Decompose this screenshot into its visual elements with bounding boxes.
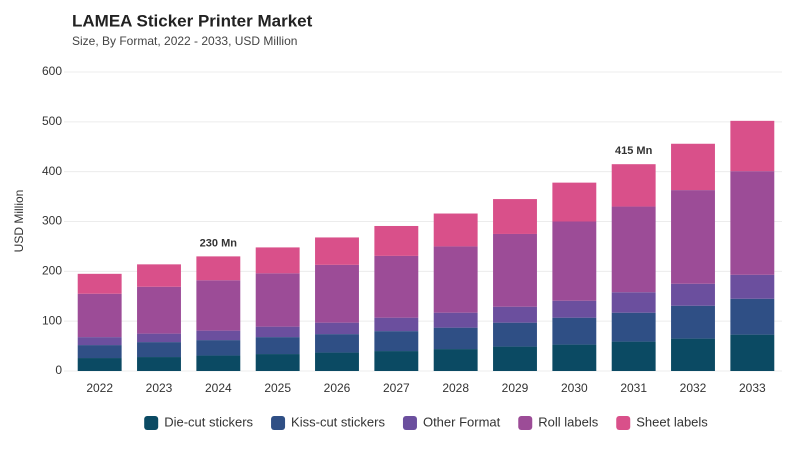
bar-segment: [374, 225, 419, 256]
bar-segment: [255, 326, 300, 338]
bar-segment: [315, 322, 359, 335]
bar-segment: [137, 333, 181, 343]
bar-segment: [137, 286, 181, 334]
x-tick-label: 2022: [86, 381, 113, 395]
legend: Die-cut stickers Kiss-cut stickers Other F…: [144, 414, 708, 430]
x-tick-label: 2025: [264, 381, 291, 395]
y-tick-label: 0: [55, 363, 62, 377]
annotation: 230 Mn: [200, 237, 238, 249]
bar-segment: [77, 337, 122, 346]
x-tick-label: 2024: [205, 381, 232, 395]
bar-segment: [315, 352, 359, 371]
bar-segment: [374, 351, 419, 371]
chart-title: LAMEA Sticker Printer Market: [72, 11, 313, 30]
bar-segment: [315, 334, 359, 353]
bar-segment: [730, 120, 775, 172]
bar-segment: [671, 283, 715, 306]
x-tick-label: 2030: [561, 381, 588, 395]
bar-segment: [730, 171, 775, 275]
x-tick-label: 2027: [383, 381, 410, 395]
bar-segment: [77, 273, 122, 294]
y-tick-label: 500: [42, 114, 62, 128]
bar-segment: [552, 221, 597, 301]
y-axis-label: USD Million: [12, 190, 26, 253]
bar-segment: [433, 213, 478, 247]
bar-segment: [137, 264, 181, 287]
bar-segment: [374, 331, 419, 352]
grid: [64, 71, 782, 372]
bar-segment: [433, 349, 478, 371]
x-tick-label: 2029: [502, 381, 529, 395]
bar-segment: [552, 300, 597, 318]
bar-segment: [671, 305, 715, 339]
legend-label: Roll labels: [538, 414, 598, 429]
bar-segment: [730, 334, 775, 371]
bar-segment: [255, 247, 300, 274]
bar-segment: [196, 340, 241, 356]
bar-segment: [255, 337, 300, 355]
bar-segment: [77, 358, 122, 371]
bar-segment: [493, 233, 537, 307]
y-tick-label: 300: [42, 214, 62, 228]
bar-segment: [552, 344, 597, 371]
bar-segment: [671, 143, 715, 191]
bar-segment: [374, 317, 419, 332]
annotation: 415 Mn: [615, 145, 653, 157]
legend-label: Kiss-cut stickers: [291, 414, 385, 429]
bar-segment: [611, 292, 656, 313]
bar-segment: [611, 164, 656, 207]
bar-segment: [315, 264, 359, 323]
bar-segment: [374, 255, 419, 318]
y-tick-label: 200: [42, 264, 62, 278]
x-tick-label: 2028: [442, 381, 469, 395]
bar-segment: [196, 280, 241, 331]
bar-segment: [196, 256, 241, 281]
bar-segment: [730, 298, 775, 335]
bar-segment: [77, 345, 122, 359]
legend-swatch: [518, 416, 533, 430]
bar-segment: [493, 306, 537, 323]
bar-segment: [493, 346, 537, 371]
bar-segment: [552, 317, 597, 345]
bar-segment: [196, 330, 241, 341]
bar-segment: [730, 274, 775, 299]
bar-segment: [137, 342, 181, 358]
bar-segment: [255, 273, 300, 327]
legend-swatch: [144, 416, 159, 430]
legend-swatch: [271, 416, 286, 430]
x-tick-label: 2031: [620, 381, 647, 395]
x-tick-label: 2032: [680, 381, 707, 395]
bar-segment: [671, 338, 715, 371]
bar-segment: [611, 312, 656, 342]
y-tick-label: 400: [42, 164, 62, 178]
chart-subtitle: Size, By Format, 2022 - 2033, USD Millio…: [72, 34, 297, 48]
legend-label: Sheet labels: [636, 414, 708, 429]
bar-segment: [611, 341, 656, 371]
legend-label: Other Format: [423, 414, 501, 429]
bar-segment: [611, 206, 656, 293]
bar-segment: [552, 182, 597, 222]
bar-segment: [255, 354, 300, 371]
bar-segment: [137, 357, 181, 371]
legend-swatch: [616, 416, 631, 430]
x-tick-label: 2023: [146, 381, 173, 395]
bar-segment: [433, 327, 478, 350]
bar-segment: [77, 293, 122, 338]
legend-label: Die-cut stickers: [164, 414, 253, 429]
bar-segment: [196, 355, 241, 371]
x-tick-label: 2033: [739, 381, 766, 395]
bar-segment: [315, 237, 359, 265]
bar-segment: [671, 190, 715, 284]
x-tick-label: 2026: [324, 381, 351, 395]
y-tick-label: 100: [42, 313, 62, 327]
bar-segment: [493, 199, 537, 234]
bar-segment: [433, 246, 478, 313]
legend-swatch: [402, 416, 417, 430]
bar-segment: [493, 322, 537, 347]
y-tick-label: 600: [42, 64, 62, 78]
bar-segment: [433, 312, 478, 328]
